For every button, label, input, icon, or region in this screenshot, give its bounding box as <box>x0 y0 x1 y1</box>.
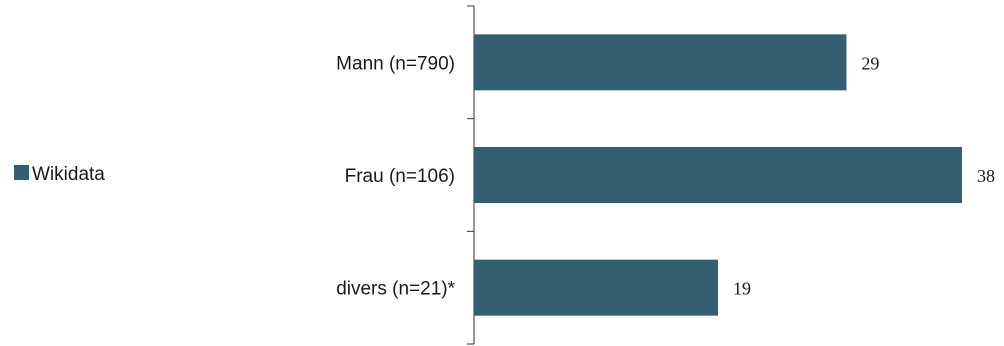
bar-2 <box>474 259 718 316</box>
category-labels: Mann (n=790) Frau (n=106) divers (n=21)* <box>336 53 455 299</box>
legend-swatch <box>14 165 29 180</box>
value-label: 38 <box>977 166 995 186</box>
category-label: Mann (n=790) <box>336 53 455 74</box>
category-axis <box>467 5 475 345</box>
bar-0 <box>474 34 847 91</box>
legend: Wikidata <box>14 164 105 185</box>
category-label: divers (n=21)* <box>336 279 455 300</box>
legend-label-wikidata: Wikidata <box>32 164 105 185</box>
bar-1 <box>474 147 962 203</box>
value-labels: 29 38 19 <box>733 53 995 298</box>
value-label: 19 <box>733 279 751 299</box>
bars-group <box>474 34 962 316</box>
category-label: Frau (n=106) <box>345 166 455 187</box>
value-label: 29 <box>861 53 879 73</box>
